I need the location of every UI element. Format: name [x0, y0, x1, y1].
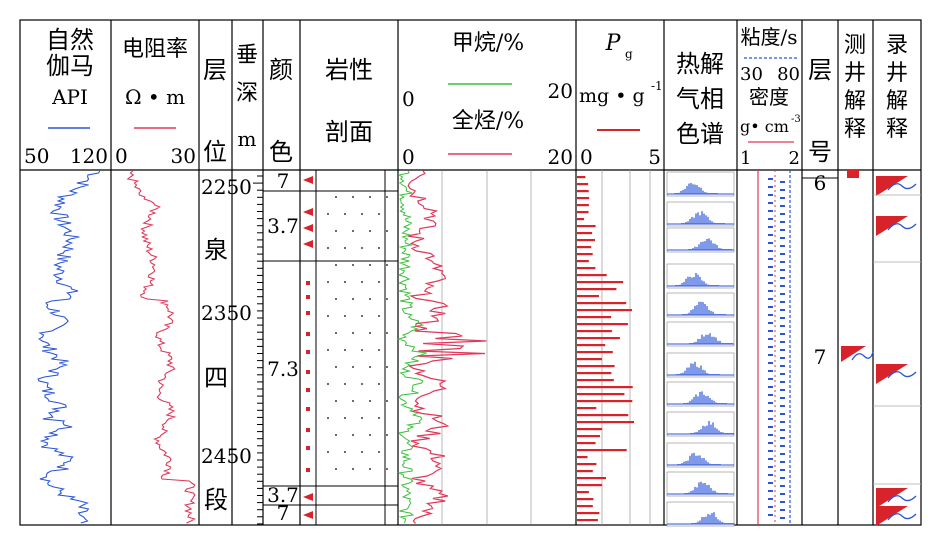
wi-c4: 释: [844, 117, 866, 142]
header-well-interp: 测 井 解 释: [844, 33, 866, 142]
header-viscosity: 粘度/s 30 80 密度 g• cm -3 1 2: [740, 25, 801, 169]
gr-min: 50: [24, 144, 49, 168]
formation-char-quan: 泉: [204, 236, 228, 264]
layer-number-7: 7: [814, 345, 827, 369]
pyro-c1: 热解: [676, 50, 724, 78]
res-min: 0: [115, 144, 128, 168]
visc-max2: 2: [789, 148, 800, 169]
mi-c2: 井: [886, 61, 908, 86]
color-boundaries: [263, 190, 398, 506]
mud-interp-symbols: [876, 176, 917, 526]
header-layer-no: 层 号: [808, 56, 832, 166]
pyrolysis-chromatograms: [666, 171, 735, 527]
methane-curve: [396, 170, 427, 524]
visc-unit: g• cm: [740, 117, 789, 136]
formation-char-si: 四: [204, 364, 228, 392]
gas-min2: 0: [402, 145, 415, 169]
header-depth: 垂 深 m: [236, 43, 258, 151]
pg-sup: -1: [651, 79, 663, 93]
visc-sup: -3: [791, 114, 801, 125]
header-pyrolysis: 热解 气相 色谱: [676, 50, 724, 148]
depth-label-2350: 2350: [201, 301, 252, 325]
gr-unit: API: [51, 85, 88, 109]
mi-c4: 释: [886, 117, 908, 142]
pg-sub: g: [625, 47, 633, 61]
gr-max: 120: [70, 144, 108, 168]
pyro-c2: 气相: [676, 85, 724, 113]
pg-gridlines: [601, 170, 651, 525]
depth-ticks: [253, 175, 263, 525]
pg-max: 5: [648, 145, 661, 169]
res-max: 30: [171, 144, 196, 168]
visc-marks: [768, 178, 785, 519]
gas-min1: 0: [402, 87, 415, 111]
res-title: 电阻率: [122, 37, 188, 62]
color-code-4: 3.7: [267, 483, 299, 507]
total-hydrocarbon-curve: [407, 170, 487, 524]
res-unit: Ω • m: [125, 85, 185, 109]
layer-number-6: 6: [814, 171, 827, 195]
depth-label-2450: 2450: [201, 444, 252, 468]
depth-c1: 垂: [236, 43, 258, 68]
pg-symbol: P: [605, 31, 622, 56]
depth-c3: m: [238, 127, 257, 151]
formation-char-duan: 段: [204, 486, 228, 514]
color-code-1: 7: [277, 169, 290, 193]
layerno-bottom: 号: [808, 138, 832, 166]
grid-frame: [19, 19, 922, 526]
color-code-2: 3.7: [267, 214, 299, 238]
wi-c2: 井: [844, 61, 866, 86]
gas-gridlines: [441, 170, 532, 525]
color-top: 颜: [269, 56, 293, 84]
litho-sandstone-dots: [327, 196, 388, 470]
color-code-5: 7: [277, 501, 290, 525]
layer-bottom: 位: [203, 138, 227, 166]
litho-oil-marks: [303, 176, 313, 519]
depth-c2: 深: [236, 81, 258, 106]
well-interp-marker-1: [847, 170, 859, 178]
litho-top: 岩性: [325, 56, 373, 84]
pg-min: 0: [580, 145, 593, 169]
gas-methane: 甲烷/%: [452, 31, 524, 56]
pg-bars: [577, 176, 634, 522]
header-litho: 岩性 剖面: [325, 56, 373, 146]
visc-title: 粘度/s: [740, 25, 797, 49]
litho-inner-lines: [315, 170, 386, 525]
header-gas: 甲烷/% 0 20 全烃/% 0 20: [402, 31, 573, 169]
layer-top: 层: [203, 56, 227, 84]
layerno-top: 层: [808, 56, 832, 84]
mud-interp-dividers: [873, 194, 921, 485]
header-mud-interp: 录 井 解 释: [886, 33, 908, 142]
resistivity-curve: [126, 170, 196, 524]
litho-bottom: 剖面: [325, 118, 373, 146]
depth-label-2250: 2250: [201, 175, 252, 199]
header-layer: 层 位: [203, 56, 227, 166]
visc-dens: 密度: [749, 85, 789, 109]
mi-c1: 录: [886, 33, 908, 58]
wi-c1: 测: [844, 33, 866, 58]
gas-max2: 20: [548, 145, 573, 169]
color-bottom: 色: [269, 138, 293, 166]
visc-min2: 1: [740, 148, 751, 169]
gas-max1: 20: [548, 79, 573, 103]
gr-title1: 自然: [46, 26, 94, 54]
gr-title2: 伽马: [46, 52, 94, 80]
gas-total: 全烃/%: [452, 109, 524, 134]
visc-lines: [757, 170, 791, 525]
color-code-3: 7.3: [267, 357, 299, 381]
pyro-c3: 色谱: [676, 120, 724, 148]
wi-c3: 解: [844, 89, 866, 114]
pg-unit: mg • g: [579, 85, 645, 107]
header-gamma: 自然 伽马 API 50 120: [24, 26, 108, 168]
header-pg: P g mg • g -1 0 5: [579, 31, 663, 169]
well-interp-symbol-2: [841, 346, 874, 362]
header-color: 颜 色: [269, 56, 293, 166]
mi-c3: 解: [886, 89, 908, 114]
gamma-ray-curve: [37, 170, 101, 524]
visc-min1: 30: [740, 64, 763, 85]
visc-max1: 80: [777, 64, 800, 85]
header-resistivity: 电阻率 Ω • m 0 30: [115, 37, 196, 168]
